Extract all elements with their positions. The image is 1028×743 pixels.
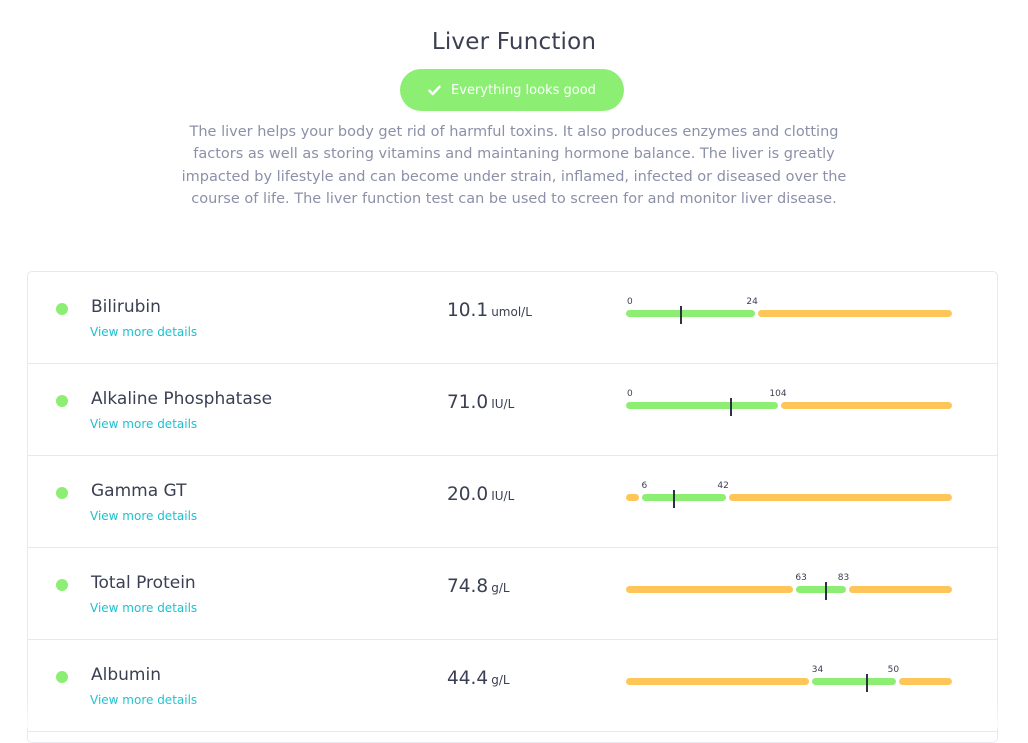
value-number: 44.4 (447, 668, 489, 689)
threshold-label: 0 (627, 389, 633, 399)
value-unit: g/L (491, 673, 510, 687)
out-of-range-segment (626, 678, 810, 685)
biomarker-list: Bilirubin View more details 10.1 umol/L 0 24 A… (27, 271, 998, 743)
out-of-range-segment (780, 402, 952, 409)
out-of-range-segment (728, 494, 952, 501)
biomarker-value: 20.0 IU/L (447, 484, 514, 505)
normal-range-segment (795, 586, 847, 593)
out-of-range-segment (899, 678, 952, 685)
range-gauge: 0 24 (626, 297, 956, 332)
threshold-label: 24 (746, 297, 758, 307)
normal-range-segment (626, 402, 778, 409)
biomarker-name: Bilirubin (91, 297, 161, 317)
biomarker-row: Total Protein View more details 74.8 g/L 63 8… (28, 548, 997, 640)
result-marker (679, 306, 682, 324)
check-icon (428, 85, 441, 96)
threshold-label: 6 (641, 481, 648, 491)
value-unit: g/L (491, 581, 510, 595)
page-description: The liver helps your body get rid of har… (181, 124, 847, 207)
range-gauge: 34 50 (626, 665, 956, 700)
status-dot (56, 579, 68, 591)
biomarker-row: Albumin View more details 44.4 g/L 34 50 (28, 640, 997, 732)
value-unit: umol/L (491, 305, 532, 319)
result-marker (729, 398, 732, 416)
status-badge: Everything looks good (400, 69, 624, 111)
view-more-details-link[interactable]: View more details (90, 601, 198, 615)
normal-range-segment (626, 310, 755, 317)
result-marker (824, 582, 827, 600)
biomarker-name: Alkaline Phosphatase (91, 389, 273, 409)
threshold-label: 104 (769, 389, 787, 399)
biomarker-name: Gamma GT (91, 481, 187, 501)
out-of-range-segment (757, 310, 952, 317)
range-gauge: 6 42 (626, 481, 956, 516)
normal-range-segment (812, 678, 897, 685)
value-number: 71.0 (447, 392, 489, 413)
value-unit: IU/L (491, 489, 515, 503)
value-number: 74.8 (447, 576, 489, 597)
status-dot (56, 303, 68, 315)
biomarker-name: Albumin (91, 665, 161, 685)
result-marker (866, 674, 869, 692)
range-gauge: 63 83 (626, 573, 956, 608)
value-unit: IU/L (491, 397, 515, 411)
threshold-label: 34 (811, 665, 824, 675)
biomarker-row: Bilirubin View more details 10.1 umol/L 0 24 (28, 272, 997, 364)
biomarker-row: Alkaline Phosphatase View more details 71.… (28, 364, 997, 456)
view-more-details-link[interactable]: View more details (90, 325, 198, 339)
page-title: Liver Function (431, 29, 597, 56)
range-gauge: 0 104 (626, 389, 956, 424)
biomarker-value: 71.0 IU/L (447, 392, 514, 413)
biomarker-row: Gamma GT View more details 20.0 IU/L 6 42 (28, 456, 997, 548)
biomarker-value: 74.8 g/L (447, 576, 510, 597)
status-badge-label: Everything looks good (451, 82, 596, 98)
status-dot (56, 671, 68, 683)
biomarker-value: 10.1 umol/L (447, 300, 532, 321)
biomarker-name: Total Protein (91, 573, 196, 593)
status-dot (56, 395, 68, 407)
threshold-label: 50 (887, 665, 900, 675)
threshold-label: 42 (717, 481, 729, 491)
threshold-label: 83 (837, 573, 850, 583)
threshold-label: 63 (795, 573, 807, 583)
threshold-label: 0 (627, 297, 633, 307)
value-number: 10.1 (447, 300, 489, 321)
out-of-range-segment (626, 494, 639, 501)
normal-range-segment (641, 494, 726, 501)
view-more-details-link[interactable]: View more details (90, 693, 198, 707)
view-more-details-link[interactable]: View more details (90, 417, 198, 431)
out-of-range-segment (849, 586, 952, 593)
biomarker-value: 44.4 g/L (447, 668, 510, 689)
result-marker (673, 490, 676, 508)
view-more-details-link[interactable]: View more details (90, 509, 198, 523)
out-of-range-segment (626, 586, 793, 593)
status-dot (56, 487, 68, 499)
value-number: 20.0 (447, 484, 489, 505)
